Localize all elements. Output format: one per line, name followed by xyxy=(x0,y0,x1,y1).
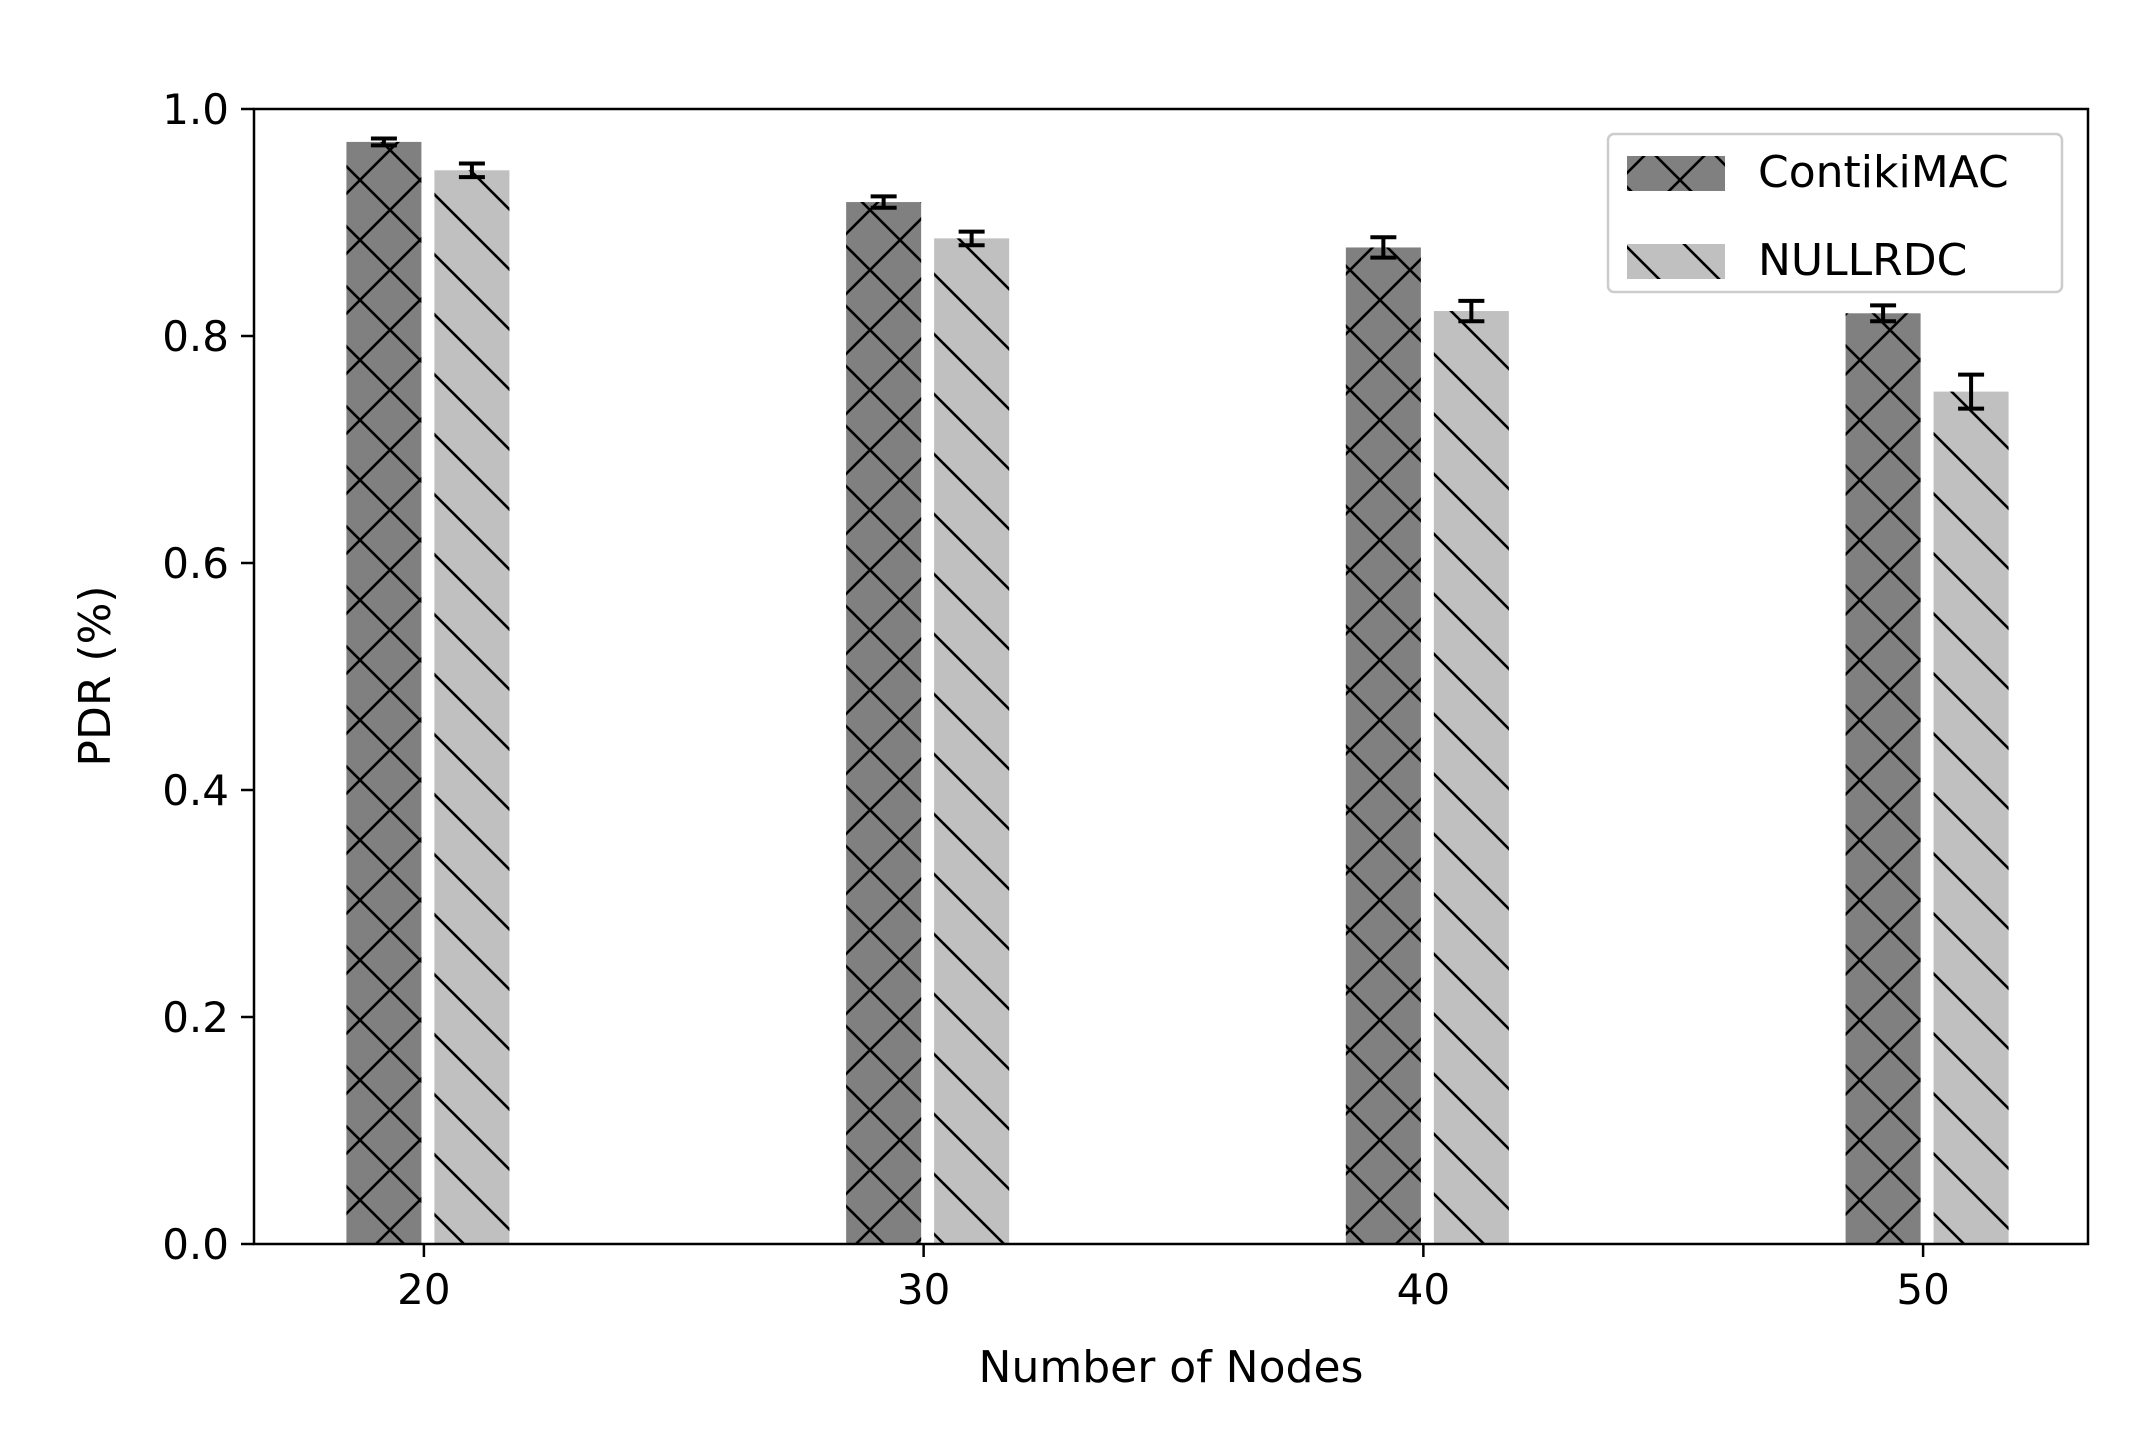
bar-ContikiMAC-50 xyxy=(1845,313,1921,1244)
error-bar-NULLRDC-40 xyxy=(1458,298,1485,324)
y-tick-label: 0.2 xyxy=(162,993,229,1042)
legend-label: ContikiMAC xyxy=(1758,147,2009,198)
legend-label: NULLRDC xyxy=(1758,235,1967,286)
error-bar-ContikiMAC-20 xyxy=(370,136,397,148)
bar-hatch xyxy=(346,141,422,1244)
bar-hatch xyxy=(434,170,510,1244)
legend-item-ContikiMAC: ContikiMAC xyxy=(1627,147,2009,198)
error-bars-layer xyxy=(370,136,1985,411)
x-tick-label: 50 xyxy=(1896,1265,1949,1314)
bar-hatch xyxy=(1433,311,1509,1244)
error-bar-ContikiMAC-30 xyxy=(870,194,897,210)
error-bar-ContikiMAC-40 xyxy=(1370,235,1397,260)
legend-item-NULLRDC: NULLRDC xyxy=(1627,235,1967,286)
y-tick-label: 1.0 xyxy=(162,85,229,134)
y-axis: 0.0 0.2 0.4 0.6 0.8 1.0 xyxy=(162,85,254,1269)
legend: ContikiMAC NULLRDC xyxy=(1606,132,2064,294)
y-tick-label: 0.0 xyxy=(162,1220,229,1269)
bar-hatch xyxy=(934,238,1010,1244)
plot-frame xyxy=(252,107,2090,1246)
x-tick-label: 20 xyxy=(397,1265,450,1314)
error-bar-ContikiMAC-50 xyxy=(1870,303,1897,324)
bar-NULLRDC-30 xyxy=(934,238,1010,1244)
bar-hatch xyxy=(846,202,922,1244)
y-axis-label: PDR (%) xyxy=(70,585,121,766)
error-bar-NULLRDC-20 xyxy=(458,161,485,180)
bar-NULLRDC-40 xyxy=(1433,311,1509,1244)
bar-ContikiMAC-20 xyxy=(346,141,422,1244)
x-axis: 20 30 40 50 xyxy=(397,1244,1950,1314)
bars-layer xyxy=(346,141,2009,1245)
x-tick-label: 30 xyxy=(897,1265,950,1314)
y-tick-label: 0.6 xyxy=(162,539,229,588)
error-bar-NULLRDC-50 xyxy=(1958,372,1985,411)
bar-ContikiMAC-30 xyxy=(846,202,922,1244)
bar-hatch xyxy=(1845,313,1921,1244)
error-bar-NULLRDC-30 xyxy=(958,229,985,248)
y-tick-label: 0.4 xyxy=(162,766,229,815)
legend-swatch-hatch xyxy=(1627,156,1725,191)
y-tick-label: 0.8 xyxy=(162,312,229,361)
x-axis-label: Number of Nodes xyxy=(979,1342,1364,1393)
bar-ContikiMAC-40 xyxy=(1345,247,1421,1245)
bar-hatch xyxy=(1345,247,1421,1245)
x-tick-label: 40 xyxy=(1397,1265,1450,1314)
legend-swatch-hatch xyxy=(1627,244,1725,279)
legend-items: ContikiMAC NULLRDC xyxy=(1627,147,2009,286)
bar-NULLRDC-50 xyxy=(1933,391,2009,1244)
bar-NULLRDC-20 xyxy=(434,170,510,1244)
bar-hatch xyxy=(1933,391,2009,1244)
